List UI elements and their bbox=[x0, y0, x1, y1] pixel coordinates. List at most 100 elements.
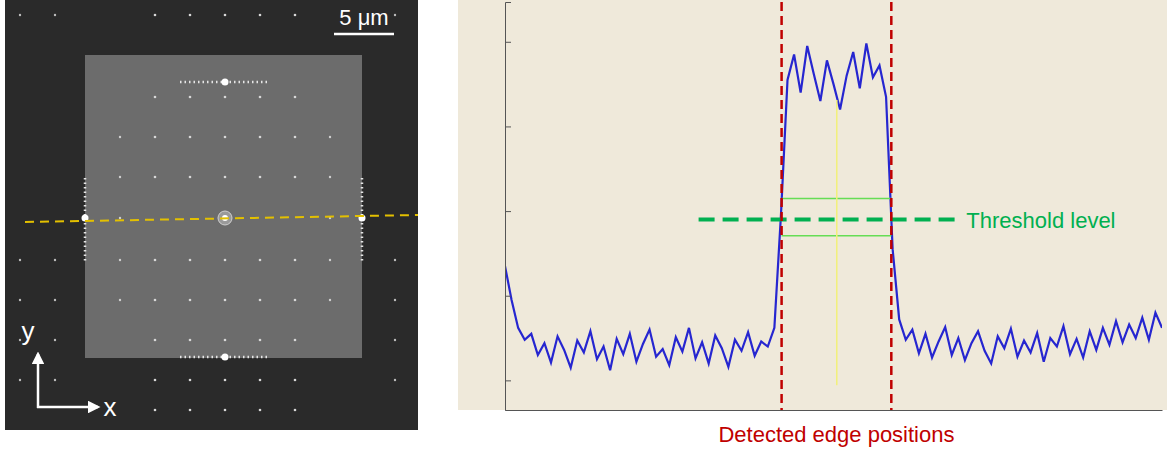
dot bbox=[154, 379, 157, 382]
edge-line bbox=[780, 2, 783, 410]
dot bbox=[224, 379, 227, 382]
dot bbox=[259, 14, 262, 17]
dot bbox=[119, 217, 121, 219]
x-axis-line bbox=[506, 410, 1163, 411]
dot bbox=[19, 259, 21, 261]
dot bbox=[329, 259, 331, 261]
dot bbox=[154, 176, 157, 179]
dot bbox=[329, 136, 331, 138]
dot bbox=[224, 339, 227, 342]
dot bbox=[54, 379, 56, 381]
dot bbox=[259, 136, 262, 139]
edges-label: Detected edge positions bbox=[718, 422, 954, 447]
dot bbox=[294, 379, 297, 382]
dot bbox=[259, 96, 262, 99]
y-tick-mark bbox=[505, 126, 511, 127]
dot bbox=[224, 14, 227, 17]
dot bbox=[189, 299, 192, 302]
dot bbox=[394, 259, 396, 261]
profile-trace bbox=[505, 43, 1162, 370]
dot bbox=[189, 14, 192, 17]
dot bbox=[154, 14, 157, 17]
dot bbox=[154, 96, 157, 99]
center-line bbox=[836, 100, 838, 385]
dot bbox=[294, 339, 297, 342]
dot bbox=[259, 299, 262, 302]
dot bbox=[394, 299, 396, 301]
dot bbox=[19, 14, 21, 16]
dot bbox=[224, 96, 227, 99]
dot bbox=[394, 14, 396, 16]
dot bbox=[329, 176, 331, 178]
dot-grid bbox=[19, 14, 396, 412]
dot bbox=[259, 379, 262, 382]
dot bbox=[259, 339, 262, 342]
y-tick-mark bbox=[505, 380, 511, 381]
dot bbox=[189, 176, 192, 179]
y-tick bbox=[505, 211, 511, 212]
y-tick bbox=[505, 380, 511, 381]
dot bbox=[119, 299, 121, 301]
dot bbox=[119, 176, 121, 178]
y-tick bbox=[505, 296, 511, 297]
y-tick bbox=[505, 126, 511, 127]
dot bbox=[294, 176, 297, 179]
y-tick-mark bbox=[505, 211, 511, 212]
dot bbox=[294, 14, 297, 17]
dot bbox=[154, 339, 157, 342]
dot bbox=[224, 409, 227, 412]
dot bbox=[189, 339, 192, 342]
dot bbox=[154, 409, 157, 412]
threshold-label: Threshold level bbox=[966, 208, 1115, 233]
dot bbox=[119, 136, 121, 138]
dot bbox=[329, 299, 331, 301]
profile-line bbox=[25, 215, 418, 222]
figure: 5 μm y x Threshold level Detected edge posit… bbox=[0, 0, 1167, 453]
dot bbox=[54, 259, 56, 261]
crosshair-markers bbox=[82, 79, 366, 361]
dot bbox=[19, 299, 21, 301]
scale-bar-label: 5 μm bbox=[339, 5, 388, 30]
dot bbox=[189, 409, 192, 412]
x-arrow bbox=[37, 406, 98, 409]
marker-dot bbox=[222, 354, 229, 361]
y-tick-mark bbox=[505, 42, 511, 43]
y-axis bbox=[505, 3, 511, 411]
x-axis bbox=[506, 410, 1163, 411]
dot bbox=[224, 136, 227, 139]
dot bbox=[224, 259, 227, 262]
edge-line bbox=[890, 2, 893, 410]
dot bbox=[154, 259, 157, 262]
dot bbox=[19, 379, 21, 381]
dot bbox=[394, 379, 396, 381]
threshold-line bbox=[699, 218, 959, 222]
x-arrow-label: x bbox=[104, 392, 117, 422]
sem-image: 5 μm y x bbox=[5, 0, 418, 430]
dot bbox=[189, 136, 192, 139]
square-pad bbox=[85, 55, 362, 358]
dot bbox=[394, 339, 396, 341]
dot bbox=[259, 259, 262, 262]
chart-background bbox=[458, 0, 1167, 410]
dot bbox=[294, 409, 297, 412]
y-tick-mark bbox=[505, 296, 511, 297]
dot bbox=[259, 176, 262, 179]
dot bbox=[294, 96, 297, 99]
plot-area bbox=[505, 2, 1162, 410]
dot bbox=[294, 136, 297, 139]
dot bbox=[189, 96, 192, 99]
dot bbox=[154, 299, 157, 302]
profile-chart: Threshold level Detected edge positions bbox=[458, 0, 1167, 447]
dot bbox=[294, 299, 297, 302]
dot bbox=[294, 259, 297, 262]
y-arrow-label: y bbox=[22, 316, 35, 346]
y-tick bbox=[505, 42, 511, 43]
dot bbox=[54, 339, 56, 341]
dot bbox=[54, 14, 56, 16]
marker-dot bbox=[222, 79, 229, 86]
dot bbox=[119, 259, 121, 261]
dot bbox=[224, 176, 227, 179]
dot bbox=[54, 299, 56, 301]
dot bbox=[224, 299, 227, 302]
dot bbox=[189, 259, 192, 262]
